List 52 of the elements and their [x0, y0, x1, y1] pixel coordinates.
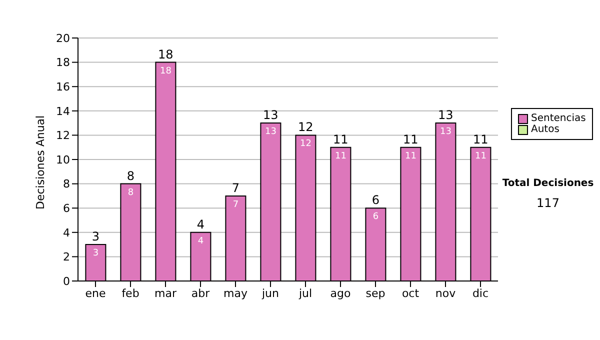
total-label: 12 — [298, 120, 314, 134]
y-tick-label: 10 — [56, 153, 70, 166]
x-tick-label: dic — [472, 286, 489, 300]
y-tick-label: 18 — [56, 56, 70, 70]
x-tick-label: nov — [435, 286, 456, 300]
data-label: 7 — [232, 200, 239, 210]
total-label: 11 — [333, 132, 348, 146]
data-label: 13 — [440, 127, 452, 138]
x-tick-label: feb — [122, 286, 140, 300]
y-tick-label: 14 — [56, 104, 70, 118]
data-label: 11 — [474, 151, 486, 162]
total-label: 13 — [438, 108, 454, 122]
x-tick-label: may — [224, 286, 248, 300]
data-label: 4 — [198, 236, 204, 246]
total-label: 11 — [403, 132, 418, 146]
data-label: 6 — [372, 212, 379, 222]
x-tick-label: sep — [366, 286, 386, 300]
y-axis-title: Decisiones Anual — [34, 115, 47, 210]
y-tick-label: 12 — [56, 129, 70, 142]
data-label: 8 — [128, 188, 134, 198]
total-label: 7 — [232, 180, 240, 195]
data-label: 3 — [92, 248, 99, 259]
x-tick-label: mar — [154, 286, 177, 300]
x-tick-label: oct — [402, 286, 420, 300]
x-tick-label: jun — [261, 286, 280, 300]
total-label: 3 — [92, 230, 100, 244]
data-label: 18 — [160, 66, 172, 76]
data-label: 13 — [264, 127, 276, 138]
total-label: 18 — [158, 47, 174, 62]
x-tick-label: abr — [191, 286, 210, 300]
x-tick-label: ene — [85, 286, 106, 300]
data-label: 11 — [404, 151, 416, 162]
total-label: 11 — [473, 132, 488, 146]
total-label: 13 — [263, 108, 278, 122]
y-tick-label: 4 — [63, 226, 70, 240]
y-tick-label: 16 — [56, 80, 70, 94]
total-label: 8 — [126, 168, 135, 183]
y-tick-label: 0 — [63, 274, 70, 288]
y-tick-label: 20 — [56, 32, 70, 45]
x-tick-label: jul — [298, 286, 312, 300]
y-tick-label: 8 — [63, 178, 70, 191]
text: 117 — [536, 196, 560, 210]
data-label: 11 — [334, 151, 346, 162]
y-tick-label: 6 — [63, 202, 70, 216]
x-tick-label: ago — [330, 286, 351, 300]
data-label: 12 — [300, 139, 312, 150]
legend-label: Sentencias — [531, 113, 586, 124]
total-label: 6 — [372, 193, 380, 208]
legend-label: Autos — [531, 124, 560, 135]
total-label: 4 — [196, 217, 205, 232]
y-tick-label: 2 — [63, 250, 70, 264]
text: Total Decisiones — [501, 178, 595, 189]
